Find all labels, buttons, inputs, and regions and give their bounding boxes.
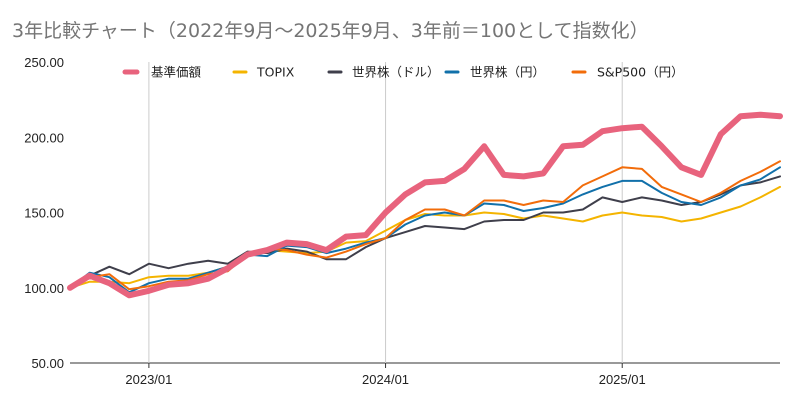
chart-title: 3年比較チャート（2022年9月～2025年9月、3年前＝100として指数化）: [12, 20, 649, 42]
series-line-2: [69, 175, 781, 289]
legend-label: S&P500（円）: [597, 65, 684, 80]
series-line-1: [69, 185, 781, 289]
x-tick-label: 2025/01: [599, 372, 646, 387]
legend: 基準価額 TOPIX 世界株（ドル） 世界株（円） S&P500（円）: [122, 65, 684, 80]
x-tick-label: 2023/01: [125, 372, 172, 387]
legend-label: TOPIX: [256, 65, 295, 80]
legend-label: 基準価額: [151, 65, 202, 80]
series-layer: [67, 111, 783, 299]
x-axis-ticks: 2023/01 2024/01 2025/01: [125, 372, 645, 387]
y-tick-label: 250.00: [24, 55, 64, 70]
legend-label: 世界株（円）: [470, 65, 545, 80]
y-tick-label: 100.00: [24, 281, 64, 296]
y-tick-label: 200.00: [24, 130, 64, 145]
y-tick-label: 150.00: [24, 206, 64, 221]
series-line-0: [67, 111, 783, 299]
x-tick-label: 2024/01: [362, 372, 409, 387]
series-line-3: [69, 166, 781, 294]
y-axis-ticks: 50.00 100.00 150.00 200.00 250.00: [24, 55, 64, 371]
y-tick-label: 50.00: [31, 356, 64, 371]
legend-label: 世界株（ドル）: [352, 65, 440, 80]
